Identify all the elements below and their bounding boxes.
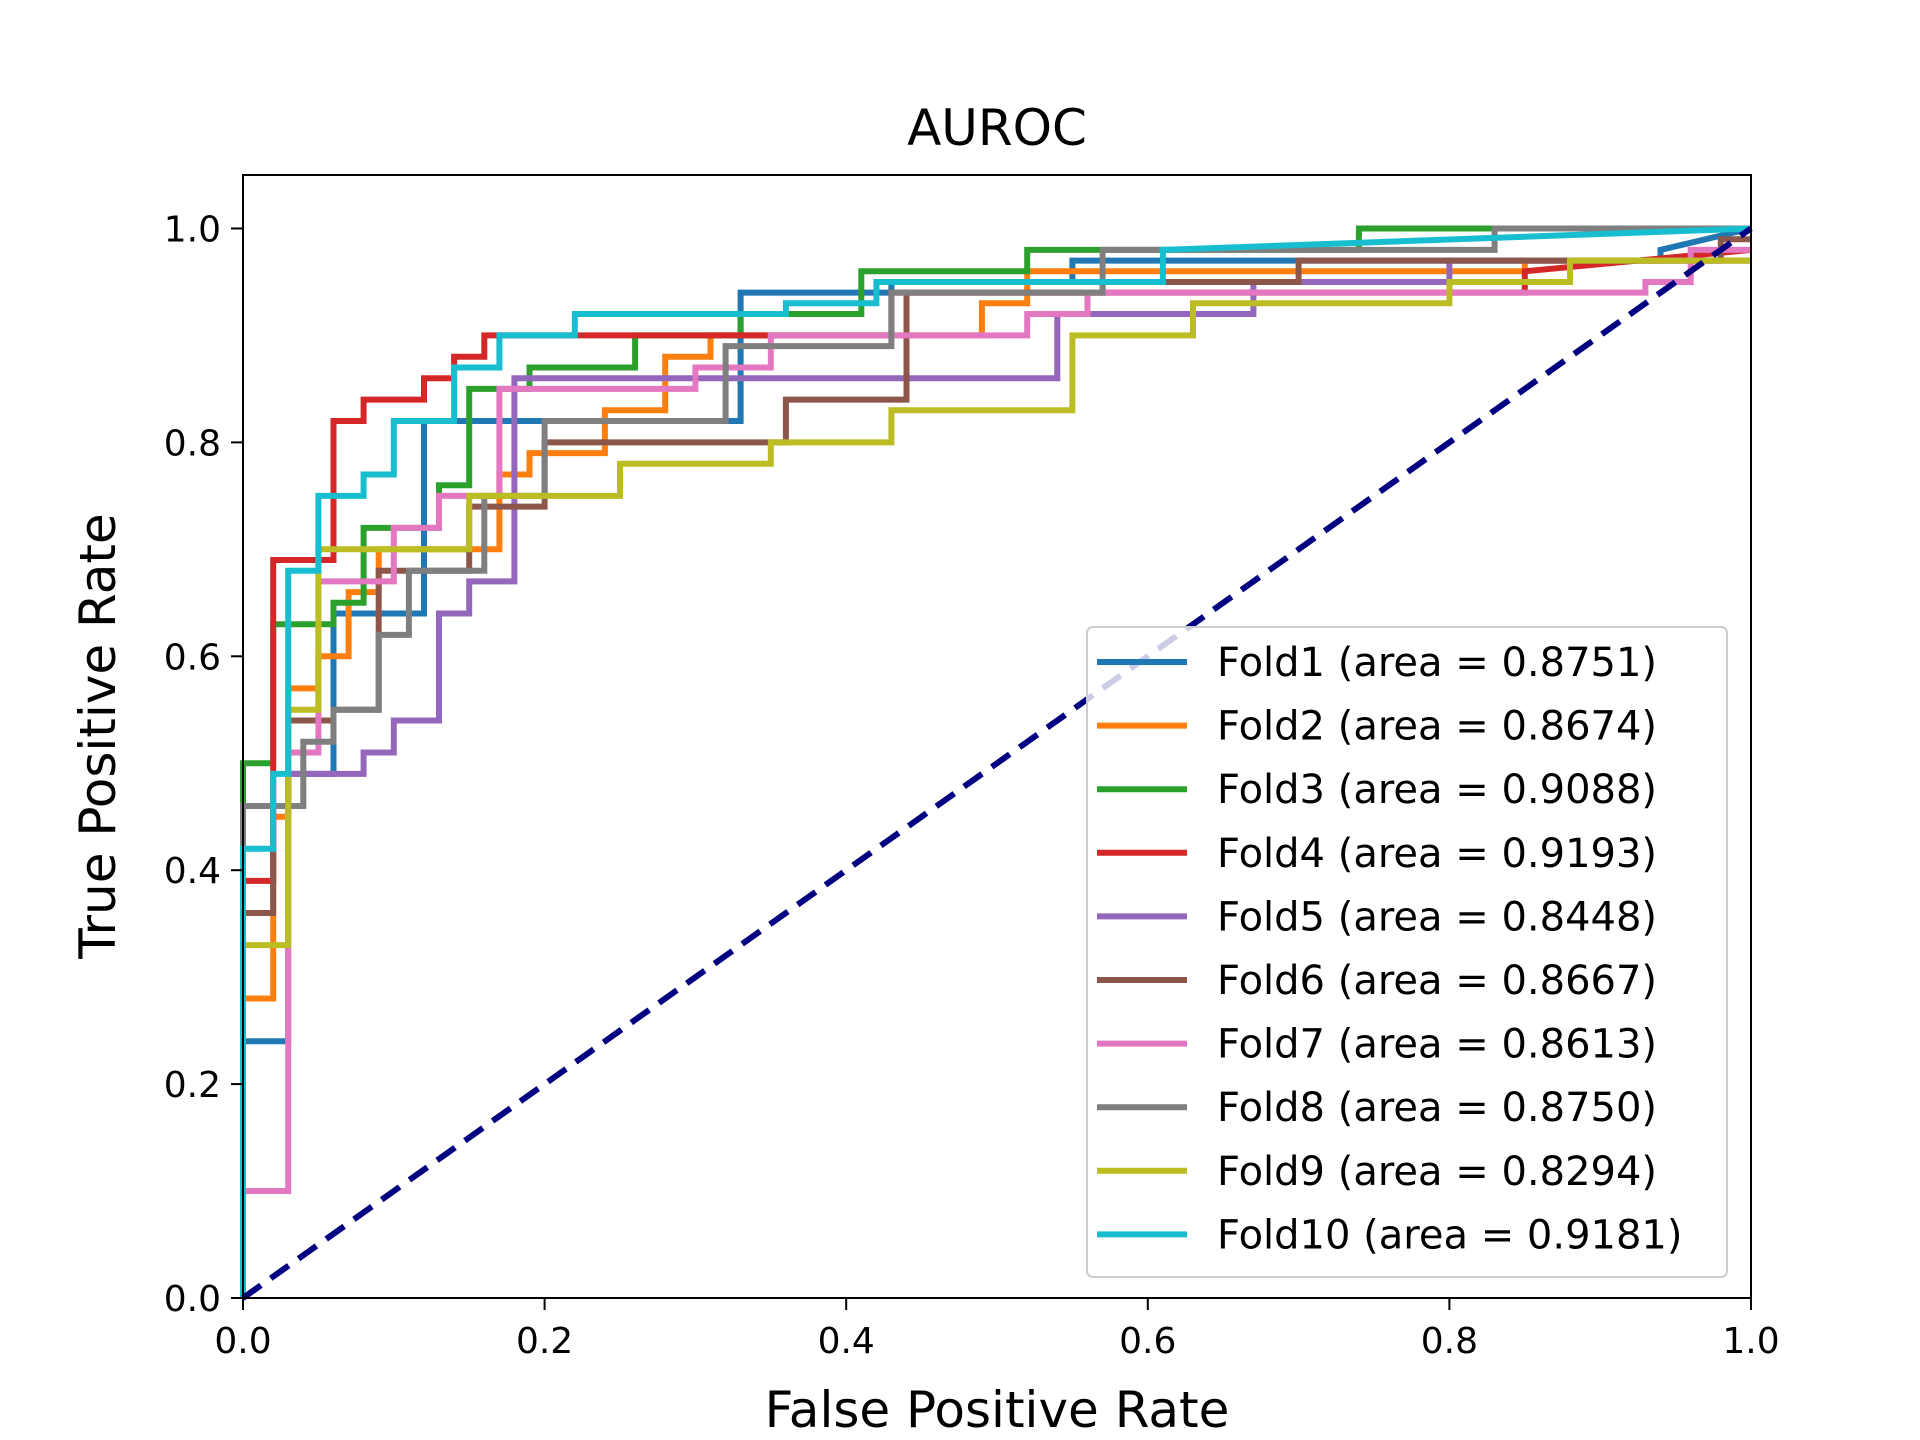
- y-tick-label: 0.6: [164, 637, 221, 678]
- legend-label-fold5: Fold5 (area = 0.8448): [1217, 894, 1657, 940]
- chart-title: AUROC: [907, 99, 1087, 157]
- legend-items: Fold1 (area = 0.8751) Fold2 (area = 0.867…: [1097, 640, 1683, 1258]
- series-line-fold9: [240, 257, 1751, 1298]
- x-tick-label: 0.0: [214, 1321, 271, 1362]
- legend-label-fold7: Fold7 (area = 0.8613): [1217, 1022, 1657, 1068]
- y-tick-label: 1.0: [164, 209, 221, 250]
- x-axis-label: False Positive Rate: [765, 1381, 1230, 1439]
- legend: Fold1 (area = 0.8751) Fold2 (area = 0.867…: [1086, 626, 1728, 1278]
- legend-box: [1086, 626, 1728, 1278]
- y-axis-ticks: 0.0 0.2 0.4 0.6 0.8 1.0: [164, 209, 243, 1320]
- y-tick-label: 0.0: [164, 1279, 221, 1320]
- legend-label-fold4: Fold4 (area = 0.9193): [1217, 831, 1657, 877]
- legend-label-fold2: Fold2 (area = 0.8674): [1217, 704, 1657, 750]
- legend-label-fold8: Fold8 (area = 0.8750): [1217, 1085, 1657, 1131]
- legend-label-fold6: Fold6 (area = 0.8667): [1217, 958, 1657, 1004]
- y-tick-label: 0.4: [164, 851, 221, 892]
- series-layer: [240, 225, 1752, 1298]
- legend-label-fold9: Fold9 (area = 0.8294): [1217, 1149, 1657, 1195]
- y-tick-label: 0.2: [164, 1065, 221, 1106]
- legend-label-fold10: Fold10 (area = 0.9181): [1217, 1212, 1683, 1258]
- chance-diagonal-line: [241, 226, 1753, 1301]
- x-tick-label: 0.6: [1119, 1321, 1176, 1362]
- x-tick-label: 0.4: [818, 1321, 875, 1362]
- series-line-fold10: [240, 225, 1752, 1298]
- y-tick-label: 0.8: [164, 423, 221, 464]
- x-tick-label: 0.8: [1421, 1321, 1478, 1362]
- plot-frame: [242, 174, 1752, 1299]
- y-axis-label: True Positive Rate: [69, 513, 127, 959]
- legend-label-fold3: Fold3 (area = 0.9088): [1217, 767, 1657, 813]
- x-tick-label: 1.0: [1722, 1321, 1779, 1362]
- x-axis-ticks: 0.0 0.2 0.4 0.6 0.8 1.0: [214, 1298, 1780, 1362]
- legend-label-fold1: Fold1 (area = 0.8751): [1217, 640, 1657, 686]
- series-line-fold7: [240, 246, 1751, 1298]
- x-tick-label: 0.2: [516, 1321, 573, 1362]
